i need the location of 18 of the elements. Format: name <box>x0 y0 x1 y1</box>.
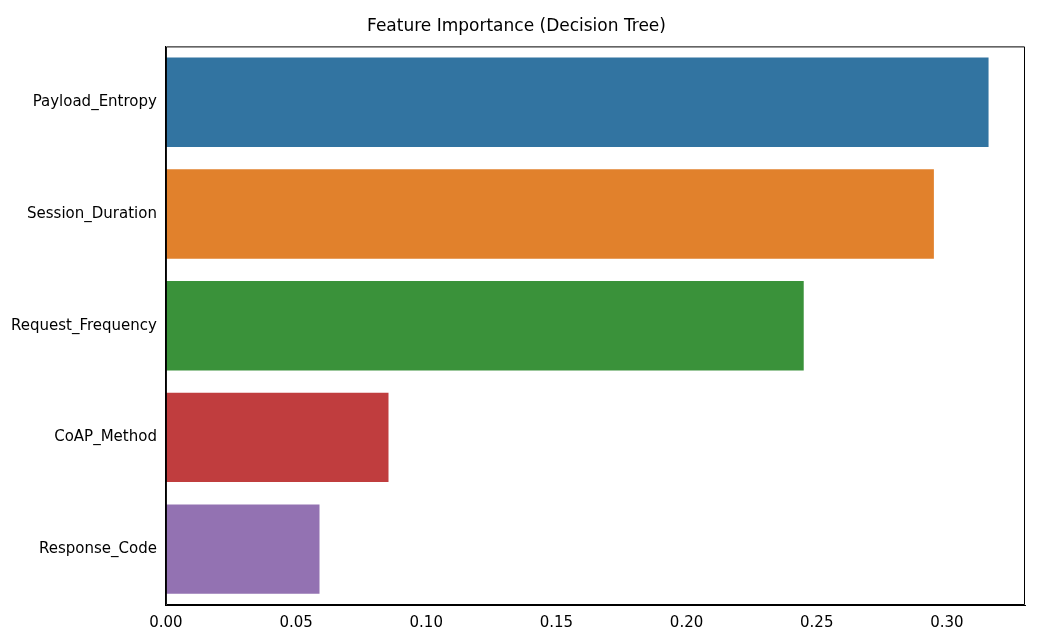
x-tick-label: 0.30 <box>930 612 964 631</box>
chart-title: Feature Importance (Decision Tree) <box>367 14 666 35</box>
bar <box>165 504 320 594</box>
x-tick-label: 0.05 <box>279 612 313 631</box>
bar <box>165 169 934 259</box>
x-tick-label: 0.20 <box>669 612 704 631</box>
bar <box>165 57 989 147</box>
x-tick-label: 0.00 <box>149 612 183 631</box>
bar <box>165 281 804 371</box>
bar <box>165 392 389 483</box>
x-tick-label: 0.25 <box>800 612 834 631</box>
y-tick-label: CoAP_Method <box>54 427 157 447</box>
y-tick-label: Response_Code <box>38 539 157 559</box>
y-tick-label: Request_Frequency <box>11 315 158 335</box>
x-tick-label: 0.10 <box>409 612 443 631</box>
y-tick-label: Payload_Entropy <box>32 92 158 112</box>
x-tick-label: 0.15 <box>539 612 574 631</box>
y-tick-label: Session_Duration <box>27 203 157 223</box>
